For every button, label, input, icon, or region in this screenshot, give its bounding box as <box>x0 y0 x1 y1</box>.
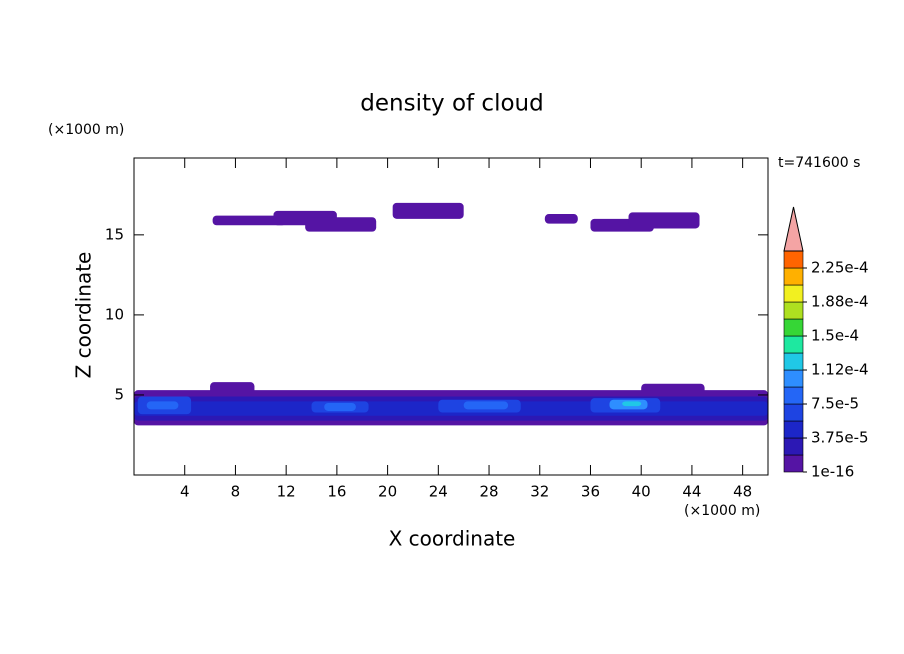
x-tick-label: 24 <box>429 483 448 501</box>
colorbar-band <box>783 420 804 439</box>
contour-region <box>628 212 700 229</box>
y-axis-label: Z coordinate <box>72 252 96 379</box>
colorbar-band <box>783 250 804 269</box>
x-tick-label: 20 <box>378 483 397 501</box>
colorbar-band <box>783 335 804 354</box>
x-tick-label: 28 <box>479 483 498 501</box>
y-unit: (×1000 m) <box>48 122 124 138</box>
x-tick-label: 12 <box>277 483 296 501</box>
x-tick-label: 48 <box>733 483 752 501</box>
contour-region <box>305 217 377 232</box>
x-tick-label: 40 <box>632 483 651 501</box>
colorbar-tick-label: 1.5e-4 <box>811 327 859 345</box>
colorbar-band <box>783 403 804 422</box>
y-tick-label: 5 <box>114 385 124 403</box>
contour-region <box>392 202 464 219</box>
colorbar-band <box>783 301 804 320</box>
colorbar-band <box>783 284 804 303</box>
colorbar-tick-label: 1e-16 <box>811 463 854 481</box>
colorbar-band <box>783 454 804 473</box>
colorbar-band <box>783 369 804 388</box>
x-unit: (×1000 m) <box>684 503 760 519</box>
colorbar-band <box>783 267 804 286</box>
colorbar-band <box>783 437 804 456</box>
chart-title: density of cloud <box>360 91 543 117</box>
colorbar-tick-label: 1.88e-4 <box>811 293 869 311</box>
x-tick-label: 4 <box>180 483 190 501</box>
x-axis-label: X coordinate <box>389 527 516 551</box>
plot-frame <box>133 157 769 476</box>
colorbar-tick-label: 1.12e-4 <box>811 361 869 379</box>
colorbar-band <box>783 386 804 405</box>
contour-region <box>463 401 509 410</box>
colorbar-tick-label: 7.5e-5 <box>811 395 859 413</box>
contour-region <box>324 402 356 411</box>
time-label: t=741600 s <box>778 155 860 171</box>
y-tick-label: 15 <box>105 225 124 243</box>
y-tick-label: 10 <box>105 305 124 323</box>
contour-region <box>210 382 255 395</box>
colorbar-tick-label: 2.25e-4 <box>811 259 869 277</box>
colorbar-tick-label: 3.75e-5 <box>811 429 869 447</box>
x-tick-label: 32 <box>530 483 549 501</box>
x-tick-label: 36 <box>581 483 600 501</box>
x-tick-label: 16 <box>327 483 346 501</box>
colorbar-band <box>783 318 804 337</box>
contour-region <box>544 214 578 224</box>
x-tick-label: 44 <box>682 483 701 501</box>
contour-region <box>212 215 287 226</box>
colorbar-band <box>783 352 804 371</box>
x-tick-label: 8 <box>231 483 241 501</box>
colorbar-extend <box>783 206 804 252</box>
contour-region <box>146 401 179 410</box>
contour-region <box>622 401 642 407</box>
